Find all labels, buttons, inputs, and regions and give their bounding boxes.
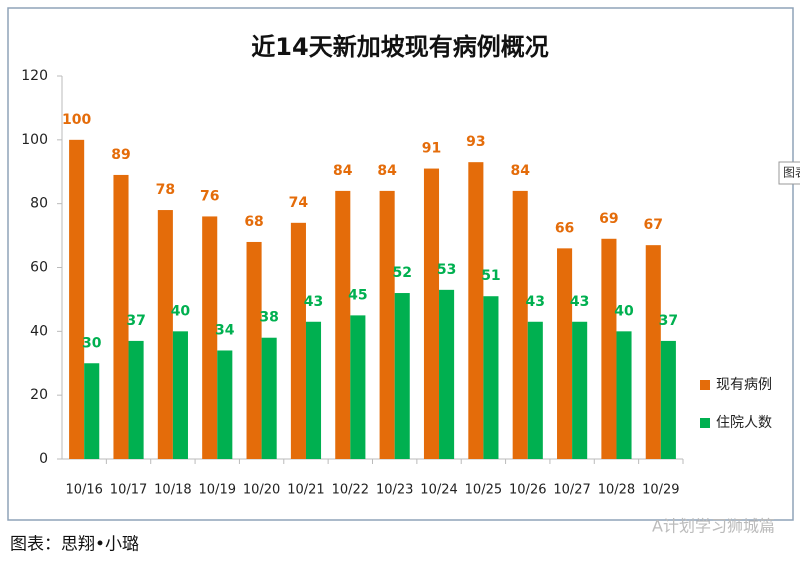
value-label: 37 (126, 313, 145, 329)
x-tick-label: 10/19 (199, 483, 236, 498)
chart-title: 近14天新加坡现有病例概况 (251, 33, 548, 61)
bar (572, 321, 588, 459)
x-tick-label: 10/25 (465, 483, 502, 498)
bar (601, 238, 617, 459)
x-tick-label: 10/16 (65, 483, 102, 498)
bar (557, 248, 573, 459)
value-label: 51 (481, 268, 500, 284)
bar (157, 210, 173, 459)
value-label: 67 (644, 217, 663, 233)
y-tick-label: 80 (30, 196, 48, 212)
value-label: 84 (333, 163, 353, 179)
x-tick-label: 10/27 (553, 483, 590, 498)
bar (335, 190, 351, 459)
x-tick-label: 10/24 (420, 483, 457, 498)
value-label: 53 (437, 262, 456, 278)
bar (84, 363, 100, 459)
bar (483, 296, 499, 459)
x-tick-label: 10/18 (154, 483, 191, 498)
value-label: 43 (526, 294, 545, 310)
value-label: 45 (348, 287, 367, 303)
bar (527, 321, 543, 459)
value-label: 43 (304, 294, 323, 310)
legend-label: 住院人数 (716, 415, 772, 431)
value-label: 37 (659, 313, 678, 329)
watermark: A计划学习狮城篇 (652, 517, 775, 536)
bar (423, 168, 440, 459)
value-label: 40 (614, 303, 634, 319)
y-tick-label: 100 (21, 132, 48, 148)
value-label: 43 (570, 294, 589, 310)
value-label: 100 (62, 112, 91, 128)
caption: 图表：思翔•小璐 (10, 535, 139, 555)
x-tick-label: 10/29 (642, 483, 679, 498)
bar (660, 340, 676, 459)
value-label: 89 (111, 147, 130, 163)
bar (468, 162, 484, 460)
x-tick-label: 10/20 (243, 483, 280, 498)
x-tick-label: 10/21 (287, 483, 324, 498)
y-tick-label: 60 (30, 260, 48, 276)
bar (202, 216, 218, 459)
bar (305, 321, 322, 459)
bar (246, 241, 262, 459)
legend-label: 现有病例 (716, 377, 772, 393)
legend-swatch (700, 418, 710, 428)
x-tick-label: 10/22 (332, 483, 369, 498)
value-label: 34 (215, 322, 235, 338)
bar (217, 350, 233, 459)
y-tick-label: 20 (30, 387, 48, 403)
value-label: 40 (171, 303, 191, 319)
value-label: 84 (377, 163, 397, 179)
bar (394, 293, 410, 459)
y-tick-label: 40 (30, 323, 48, 339)
bar (128, 340, 144, 459)
y-tick-label: 120 (21, 68, 48, 84)
x-tick-label: 10/28 (598, 483, 635, 498)
bar (616, 331, 632, 459)
value-label: 52 (392, 265, 411, 281)
value-label: 38 (259, 310, 278, 326)
bar (379, 190, 395, 459)
value-label: 30 (82, 335, 102, 351)
bar (113, 174, 129, 460)
value-label: 66 (555, 220, 574, 236)
legend-swatch (700, 380, 710, 390)
y-tick-label: 0 (39, 451, 48, 467)
value-label: 93 (466, 134, 485, 150)
bar (350, 315, 366, 459)
bar (290, 222, 306, 459)
bar (261, 337, 277, 459)
bar (512, 190, 528, 459)
bar (439, 289, 455, 459)
value-label: 68 (244, 214, 263, 230)
bar (645, 245, 661, 459)
value-label: 91 (422, 141, 441, 157)
x-tick-label: 10/26 (509, 483, 546, 498)
side-tag: 图表 (783, 166, 800, 180)
bar (172, 331, 188, 459)
value-label: 78 (156, 182, 175, 198)
value-label: 84 (510, 163, 530, 179)
value-label: 76 (200, 188, 219, 204)
side-tag-box (778, 161, 800, 185)
bar (69, 139, 85, 460)
value-label: 74 (289, 195, 309, 211)
x-tick-label: 10/23 (376, 483, 413, 498)
x-tick-label: 10/17 (110, 483, 147, 498)
value-label: 69 (599, 211, 618, 227)
